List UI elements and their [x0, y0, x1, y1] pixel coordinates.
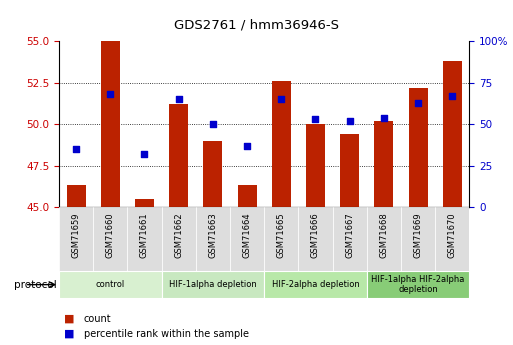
Text: GSM71669: GSM71669	[413, 212, 423, 258]
Bar	[59, 207, 93, 271]
Text: GSM71666: GSM71666	[311, 212, 320, 258]
Point	[311, 117, 320, 122]
Text: ■: ■	[64, 329, 74, 339]
Text: GSM71663: GSM71663	[208, 212, 218, 258]
Point	[106, 92, 114, 97]
Text: GSM71668: GSM71668	[380, 212, 388, 258]
Bar	[230, 207, 264, 271]
Bar	[169, 104, 188, 207]
Text: GSM71660: GSM71660	[106, 212, 115, 258]
Text: GSM71665: GSM71665	[277, 212, 286, 258]
Bar	[435, 207, 469, 271]
Bar	[135, 199, 154, 207]
Text: HIF-1alpha HIF-2alpha
depletion: HIF-1alpha HIF-2alpha depletion	[371, 275, 465, 294]
Bar	[272, 81, 291, 207]
Bar	[401, 207, 435, 271]
Bar	[367, 271, 469, 298]
Text: GSM71667: GSM71667	[345, 212, 354, 258]
Text: percentile rank within the sample: percentile rank within the sample	[84, 329, 249, 339]
Bar	[204, 141, 222, 207]
Point	[174, 97, 183, 102]
Bar	[409, 88, 427, 207]
Text: count: count	[84, 314, 111, 324]
Bar	[306, 124, 325, 207]
Point	[141, 151, 149, 157]
Text: GSM71664: GSM71664	[243, 212, 251, 258]
Text: control: control	[95, 280, 125, 289]
Bar	[367, 207, 401, 271]
Text: GSM71661: GSM71661	[140, 212, 149, 258]
Text: GSM71659: GSM71659	[72, 212, 81, 258]
Text: HIF-1alpha depletion: HIF-1alpha depletion	[169, 280, 257, 289]
Point	[448, 93, 457, 99]
Point	[277, 97, 285, 102]
Bar	[162, 207, 196, 271]
Text: GSM71662: GSM71662	[174, 212, 183, 258]
Bar	[374, 121, 393, 207]
Text: HIF-2alpha depletion: HIF-2alpha depletion	[271, 280, 360, 289]
Text: protocol: protocol	[14, 280, 56, 289]
Bar	[196, 207, 230, 271]
Point	[414, 100, 422, 106]
Text: GDS2761 / hmm36946-S: GDS2761 / hmm36946-S	[174, 19, 339, 32]
Point	[72, 146, 80, 152]
Bar	[101, 41, 120, 207]
Bar	[67, 186, 86, 207]
Bar	[162, 271, 264, 298]
Bar	[127, 207, 162, 271]
Point	[209, 121, 217, 127]
Bar	[264, 271, 367, 298]
Bar	[340, 134, 359, 207]
Bar	[93, 207, 127, 271]
Bar	[443, 61, 462, 207]
Bar	[299, 207, 332, 271]
Bar	[332, 207, 367, 271]
Bar	[59, 271, 162, 298]
Point	[243, 143, 251, 148]
Text: GSM71670: GSM71670	[448, 212, 457, 258]
Point	[346, 118, 354, 124]
Bar	[264, 207, 299, 271]
Text: ■: ■	[64, 314, 74, 324]
Bar	[238, 186, 256, 207]
Point	[380, 115, 388, 120]
